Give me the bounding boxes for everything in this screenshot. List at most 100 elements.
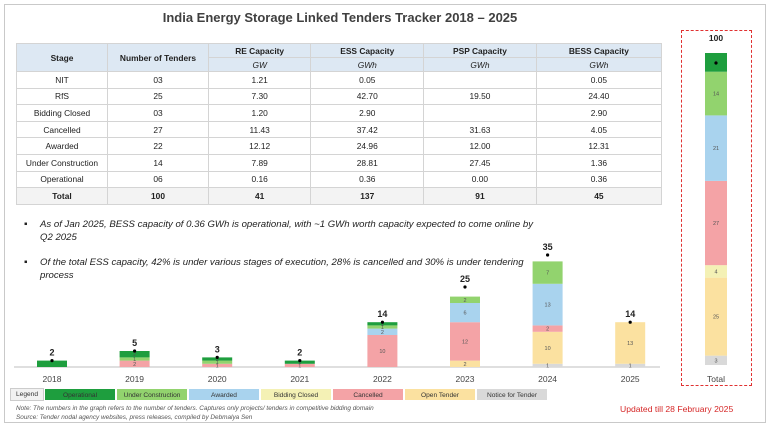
table-header-row: Stage Number of Tenders RE Capacity ESS … — [16, 43, 663, 72]
segment-label: 2 — [463, 362, 466, 368]
bar-segment — [367, 322, 398, 326]
total-cell: 41 — [207, 187, 312, 205]
total-marker — [215, 355, 219, 359]
segment-label: 13 — [627, 341, 633, 347]
bar-segment — [367, 328, 398, 335]
segment-label: 1 — [133, 357, 136, 363]
segment-label: 1 — [216, 357, 219, 363]
legend-item: Notice for Tender — [476, 388, 548, 401]
x-tick-label: 2020 — [208, 374, 227, 384]
total-cell: 45 — [535, 187, 663, 205]
table-row: NIT 03 1.21 0.05 0.05 — [16, 71, 663, 89]
unit-ess: GWh — [310, 57, 425, 72]
bar-segment — [119, 357, 150, 361]
x-tick-label: 2022 — [373, 374, 392, 384]
bar-segment — [284, 360, 315, 364]
bar-segment — [367, 325, 398, 329]
segment-label: 12 — [462, 339, 468, 345]
total-segment-label: 14 — [713, 92, 719, 98]
bar-segment — [532, 283, 563, 326]
total-marker — [628, 320, 632, 324]
segment-label: 10 — [379, 349, 385, 355]
bar-segment — [119, 351, 150, 358]
total-bar-segment — [705, 355, 727, 365]
table-units-row: GW GWh GWh GWh — [17, 57, 663, 72]
total-label: 2 — [49, 348, 54, 358]
table-row: Cancelled 27 11.43 37.42 31.63 4.05 — [16, 120, 663, 139]
tenders-table: Stage Number of Tenders RE Capacity ESS … — [16, 43, 663, 205]
table-row: RfS 25 7.30 42.70 19.50 24.40 — [16, 87, 663, 106]
legend-item: Under Construction — [116, 388, 188, 401]
total-marker — [463, 285, 467, 289]
bar-segment — [532, 325, 563, 332]
legend-item: Bidding Closed — [260, 388, 332, 401]
x-tick-label: 2021 — [290, 374, 309, 384]
legend-title: Legend — [10, 388, 44, 401]
segment-label: 13 — [545, 303, 551, 309]
bar-segment — [615, 363, 646, 367]
bar-segment — [450, 360, 480, 367]
x-tick-label: 2019 — [125, 374, 144, 384]
table-row: Under Construction 14 7.89 28.81 27.45 1.36 — [16, 153, 663, 172]
chart-legend: Legend Operational Under Construction Awar… — [10, 388, 548, 401]
bar-segment — [615, 322, 646, 364]
total-segment-label: 21 — [713, 146, 719, 152]
total-segment-label: 3 — [714, 358, 717, 364]
legend-item: Cancelled — [332, 388, 404, 401]
segment-label: 1 — [216, 363, 219, 369]
total-cell: Total — [16, 187, 108, 205]
total-segment-label: 25 — [713, 315, 719, 321]
grand-total-label: 100 — [709, 33, 723, 43]
segment-label: 1 — [629, 363, 632, 369]
header-stage: Stage — [16, 43, 108, 72]
table-body: NIT 03 1.21 0.05 0.05 RfS 25 7.30 42.70 19.50 24.4… — [16, 71, 663, 205]
header-re-capacity: RE Capacity — [207, 43, 312, 58]
segment-label: 7 — [546, 271, 549, 277]
bar-segment — [532, 363, 563, 367]
unit-re: GW — [207, 57, 312, 72]
total-marker — [714, 61, 718, 65]
legend-item: Open Tender — [404, 388, 476, 401]
bar-segment — [450, 303, 480, 323]
segment-label: 10 — [545, 346, 551, 352]
figure-frame — [4, 4, 766, 423]
total-marker — [546, 253, 550, 257]
bar-segment — [119, 360, 150, 367]
segment-label: 2 — [133, 352, 136, 358]
total-bar-segment — [705, 180, 727, 266]
header-ess-capacity: ESS Capacity — [310, 43, 425, 58]
segment-label: 1 — [298, 360, 301, 366]
bar-segment — [202, 363, 233, 367]
x-tick-label: 2018 — [43, 374, 62, 384]
bar-segment — [202, 360, 233, 364]
total-bar-segment — [705, 265, 727, 278]
unit-bess: GWh — [535, 57, 663, 72]
total-cell: 91 — [423, 187, 537, 205]
bullet-bess-operational: As of Jan 2025, BESS capacity of 0.36 GW… — [24, 218, 544, 244]
bullet-ess-execution: Of the total ESS capacity, 42% is under … — [24, 256, 544, 282]
legend-item: Operational — [44, 388, 116, 401]
table-total-row: Total 100 41 137 91 45 — [16, 187, 663, 205]
segment-label: 2 — [133, 362, 136, 368]
updated-date: Updated till 28 February 2025 — [620, 404, 734, 414]
total-label: 35 — [543, 242, 553, 252]
total-label: 2 — [297, 348, 302, 358]
bar-segment — [284, 363, 315, 367]
segment-label: 2 — [381, 330, 384, 336]
x-tick-label: 2023 — [456, 374, 475, 384]
total-label: 25 — [460, 274, 470, 284]
total-segment-label: 27 — [713, 221, 719, 227]
bar-segment — [202, 357, 233, 361]
segment-label: 2 — [463, 298, 466, 304]
segment-label: 2 — [546, 327, 549, 333]
x-tick-label: 2025 — [621, 374, 640, 384]
total-marker — [298, 359, 302, 363]
total-marker — [50, 359, 54, 363]
bar-segment — [450, 296, 480, 303]
segment-label: 1 — [546, 363, 549, 369]
total-marker — [380, 320, 384, 324]
header-number-of-tenders: Number of Tenders — [107, 43, 209, 72]
segment-label: 6 — [463, 311, 466, 317]
total-bar-segment — [705, 71, 727, 116]
